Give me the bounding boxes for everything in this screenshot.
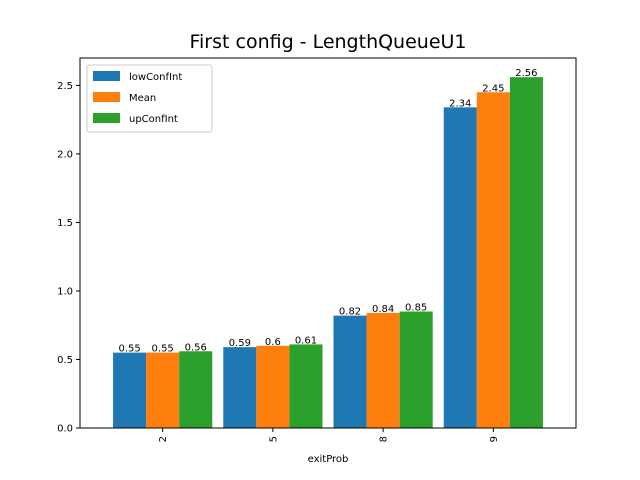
data-label-upConfInt-5: 0.61 xyxy=(295,335,317,346)
y-tick-label: 2.0 xyxy=(57,149,73,160)
x-axis: 2 5 8 9 xyxy=(158,428,500,442)
legend-swatch-upConfInt xyxy=(93,113,120,123)
data-labels-group: 0.55 0.59 0.82 2.34 0.55 0.6 0.84 2.45 0.56 0.61 0… xyxy=(118,68,537,354)
bar-upConfInt-2 xyxy=(179,351,213,428)
bar-upConfInt-8 xyxy=(399,311,433,428)
x-tick-label: 8 xyxy=(379,436,390,442)
bar-lowConfInt-9 xyxy=(443,107,477,428)
bar-Mean-2 xyxy=(146,352,180,428)
legend-label-Mean: Mean xyxy=(129,93,156,104)
chart-title: First config - LengthQueueU1 xyxy=(189,31,466,53)
bar-lowConfInt-5 xyxy=(223,347,257,428)
legend-label-upConfInt: upConfInt xyxy=(129,114,178,125)
bar-upConfInt-5 xyxy=(289,344,323,428)
data-label-upConfInt-8: 0.85 xyxy=(405,303,427,314)
data-label-lowConfInt-9: 2.34 xyxy=(449,98,471,109)
data-label-upConfInt-9: 2.56 xyxy=(515,68,537,79)
x-tick-label: 5 xyxy=(268,436,279,442)
bar-Mean-9 xyxy=(476,92,510,428)
y-tick-label: 1.0 xyxy=(57,286,73,297)
y-tick-label: 0.0 xyxy=(57,424,73,435)
data-label-upConfInt-2: 0.56 xyxy=(185,342,207,353)
data-label-Mean-2: 0.55 xyxy=(152,344,174,355)
y-tick-label: 0.5 xyxy=(57,355,73,366)
data-label-Mean-9: 2.45 xyxy=(482,83,504,94)
bar-lowConfInt-8 xyxy=(333,315,367,428)
y-tick-label: 2.5 xyxy=(57,81,73,92)
bar-Mean-5 xyxy=(256,345,290,428)
legend: lowConfInt Mean upConfInt xyxy=(86,64,213,133)
y-axis: 0.0 0.5 1.0 1.5 2.0 2.5 xyxy=(57,81,80,435)
y-tick-label: 1.5 xyxy=(57,218,73,229)
x-axis-label: exitProb xyxy=(308,454,349,465)
legend-swatch-lowConfInt xyxy=(93,71,120,81)
x-tick-label: 9 xyxy=(489,436,500,442)
data-label-lowConfInt-8: 0.82 xyxy=(339,307,361,318)
plot-frame xyxy=(79,57,577,429)
x-tick-label: 2 xyxy=(158,436,169,442)
bar-upConfInt-9 xyxy=(509,77,543,429)
bar-Mean-8 xyxy=(366,312,400,428)
legend-label-lowConfInt: lowConfInt xyxy=(129,72,182,83)
data-label-lowConfInt-5: 0.59 xyxy=(229,338,251,349)
bar-lowConfInt-2 xyxy=(113,352,147,428)
data-label-lowConfInt-2: 0.55 xyxy=(118,344,140,355)
data-label-Mean-5: 0.6 xyxy=(265,337,281,348)
legend-swatch-Mean xyxy=(93,92,120,102)
data-label-Mean-8: 0.84 xyxy=(372,304,394,315)
bars-group xyxy=(113,77,543,429)
